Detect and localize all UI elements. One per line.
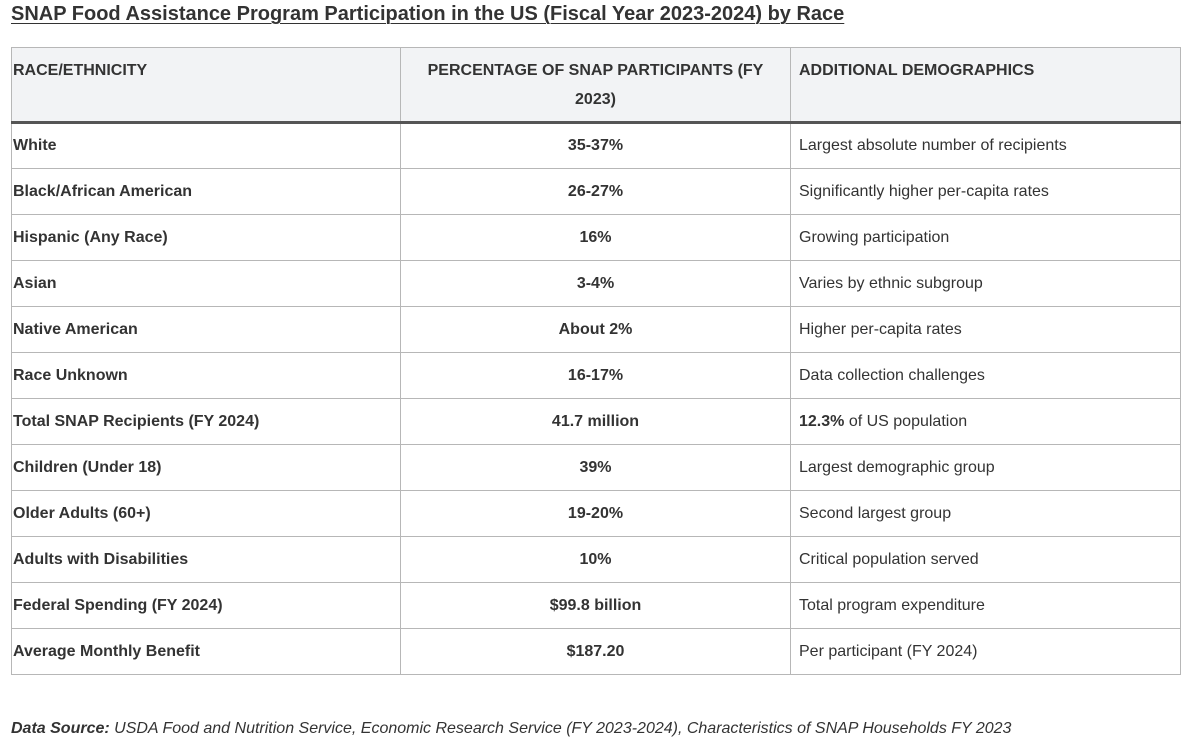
row-category: Native American <box>11 306 401 353</box>
table-row: Native American About 2% Higher per-capita… <box>11 306 1181 353</box>
row-demographics-text: Varies by ethnic subgroup <box>799 274 983 292</box>
table-row: Hispanic (Any Race) 16% Growing participat… <box>11 214 1181 261</box>
table-row: Black/African American 26-27% Significantl… <box>11 168 1181 215</box>
row-percentage: 16% <box>400 214 791 261</box>
row-category: Race Unknown <box>11 352 401 399</box>
row-demographics-text: Total program expenditure <box>799 596 985 614</box>
row-category: Black/African American <box>11 168 401 215</box>
row-demographics: Critical population served <box>790 536 1181 583</box>
row-demographics-text: Largest absolute number of recipients <box>799 137 1067 154</box>
row-category: Asian <box>11 260 401 307</box>
row-demographics-text: Significantly higher per-capita rates <box>799 182 1049 200</box>
row-category: Total SNAP Recipients (FY 2024) <box>11 398 401 445</box>
row-demographics: Per participant (FY 2024) <box>790 628 1181 675</box>
column-header-demographics: ADDITIONAL DEMOGRAPHICS <box>790 47 1181 124</box>
row-demographics-text: Growing participation <box>799 228 950 246</box>
row-demographics: Significantly higher per-capita rates <box>790 168 1181 215</box>
row-percentage: 19-20% <box>400 490 791 537</box>
row-percentage: $99.8 billion <box>400 582 791 629</box>
table-body: White 35-37% Largest absolute number of re… <box>11 122 1181 675</box>
row-demographics-text: Higher per-capita rates <box>799 320 962 338</box>
row-demographics: Largest demographic group <box>790 444 1181 491</box>
row-percentage: 39% <box>400 444 791 491</box>
row-demographics-text: Per participant (FY 2024) <box>799 642 978 660</box>
row-demographics: Second largest group <box>790 490 1181 537</box>
row-percentage: $187.20 <box>400 628 791 675</box>
table-row: Federal Spending (FY 2024) $99.8 billion T… <box>11 582 1181 629</box>
row-demographics: Total program expenditure <box>790 582 1181 629</box>
column-header-race: RACE/ETHNICITY <box>11 47 401 124</box>
row-percentage: 35-37% <box>400 122 791 169</box>
table-row: Older Adults (60+) 19-20% Second largest g… <box>11 490 1181 537</box>
row-demographics: Growing participation <box>790 214 1181 261</box>
table-row: Children (Under 18) 39% Largest demographi… <box>11 444 1181 491</box>
row-demographics-text: Largest demographic group <box>799 458 995 476</box>
row-percentage: 3-4% <box>400 260 791 307</box>
data-source-note: Data Source: USDA Food and Nutrition Ser… <box>11 719 1011 739</box>
table-row: Average Monthly Benefit $187.20 Per partic… <box>11 628 1181 675</box>
row-category: Adults with Disabilities <box>11 536 401 583</box>
row-demographics: Varies by ethnic subgroup <box>790 260 1181 307</box>
data-source-label: Data Source: <box>11 720 110 737</box>
row-category: Children (Under 18) <box>11 444 401 491</box>
row-demographics: 12.3% of US population <box>790 398 1181 445</box>
row-demographics-text: Critical population served <box>799 550 979 568</box>
row-demographics: Largest absolute number of recipients <box>790 122 1181 169</box>
row-percentage: 16-17% <box>400 352 791 399</box>
table-row: White 35-37% Largest absolute number of re… <box>11 122 1181 169</box>
row-percentage: About 2% <box>400 306 791 353</box>
row-demographics-text: Data collection challenges <box>799 366 985 384</box>
row-category: Hispanic (Any Race) <box>11 214 401 261</box>
header-row: RACE/ETHNICITY PERCENTAGE OF SNAP PARTIC… <box>11 47 1181 124</box>
snap-table: RACE/ETHNICITY PERCENTAGE OF SNAP PARTIC… <box>11 47 1181 675</box>
row-demographics-text: of US population <box>844 412 968 430</box>
page-title: SNAP Food Assistance Program Participati… <box>11 3 845 25</box>
row-demographics: Higher per-capita rates <box>790 306 1181 353</box>
table-row: Adults with Disabilities 10% Critical popu… <box>11 536 1181 583</box>
row-demographics-text: Second largest group <box>799 504 952 522</box>
row-category: Older Adults (60+) <box>11 490 401 537</box>
data-source-text: USDA Food and Nutrition Service, Economi… <box>109 720 1012 737</box>
table-row: Total SNAP Recipients (FY 2024) 41.7 mill… <box>11 398 1181 445</box>
table-header: RACE/ETHNICITY PERCENTAGE OF SNAP PARTIC… <box>11 47 1181 124</box>
row-category: Average Monthly Benefit <box>11 628 401 675</box>
column-header-percentage: PERCENTAGE OF SNAP PARTICIPANTS (FY 2023… <box>400 47 791 124</box>
row-category: White <box>11 122 401 169</box>
row-percentage: 26-27% <box>400 168 791 215</box>
row-category: Federal Spending (FY 2024) <box>11 582 401 629</box>
row-percentage: 10% <box>400 536 791 583</box>
row-percentage: 41.7 million <box>400 398 791 445</box>
row-demographics: Data collection challenges <box>790 352 1181 399</box>
row-demographics-highlight: 12.3% <box>799 412 845 430</box>
table-row: Race Unknown 16-17% Data collection challe… <box>11 352 1181 399</box>
table-row: Asian 3-4% Varies by ethnic subgroup <box>11 260 1181 307</box>
